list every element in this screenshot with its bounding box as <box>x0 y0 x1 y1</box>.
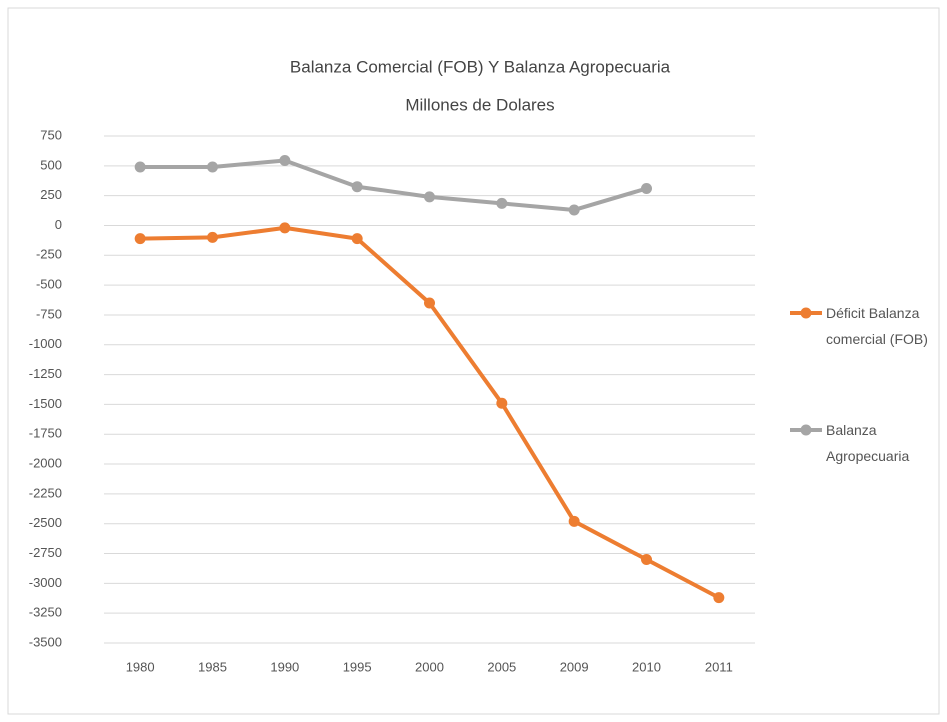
legend-marker <box>800 424 812 436</box>
x-tick-label: 2009 <box>560 659 589 674</box>
data-point <box>351 233 363 245</box>
x-tick-label: 2010 <box>632 659 661 674</box>
data-point <box>134 161 146 173</box>
y-tick-label: 250 <box>40 187 62 202</box>
y-tick-label: 750 <box>40 127 62 142</box>
x-tick-label: 2000 <box>415 659 444 674</box>
x-tick-label: 1990 <box>270 659 299 674</box>
data-point <box>279 154 291 166</box>
y-tick-label: -250 <box>36 247 62 262</box>
x-tick-label: 2011 <box>705 659 733 674</box>
data-point <box>641 182 652 194</box>
y-tick-label: -2250 <box>29 485 62 500</box>
series-line <box>140 225 720 600</box>
x-tick-label: 1995 <box>343 659 372 674</box>
x-tick-label: 1985 <box>198 659 227 674</box>
data-point <box>207 161 218 173</box>
y-tick-label: -3250 <box>29 605 62 620</box>
y-tick-label: -2500 <box>29 515 62 530</box>
y-tick-label: 0 <box>55 217 62 232</box>
data-point <box>207 231 218 243</box>
data-point <box>134 233 146 245</box>
data-point <box>496 397 508 409</box>
data-point <box>279 222 291 234</box>
data-point <box>496 197 508 209</box>
chart-title: Balanza Comercial (FOB) Y Balanza Agrope… <box>290 57 671 76</box>
data-point <box>568 204 580 216</box>
y-tick-label: -1250 <box>29 366 62 381</box>
legend-label: Balanza Agropecuaria <box>826 422 910 464</box>
series-line <box>140 158 648 212</box>
y-tick-label: -500 <box>36 277 62 292</box>
y-tick-label: 500 <box>40 157 62 172</box>
legend-marker <box>800 307 812 319</box>
x-tick-label: 2005 <box>487 659 516 674</box>
data-point <box>641 553 652 565</box>
y-tick-label: -1500 <box>29 396 62 411</box>
chart-border <box>7 7 940 715</box>
data-point <box>351 181 363 193</box>
y-tick-label: -750 <box>36 306 62 321</box>
y-tick-label: -3500 <box>29 634 62 649</box>
data-point <box>424 191 435 203</box>
legend-label: Déficit Balanza comercial (FOB) <box>826 305 928 347</box>
y-tick-label: -1000 <box>29 336 62 351</box>
x-tick-label: 1980 <box>126 659 155 674</box>
chart-subtitle: Millones de Dolares <box>405 95 554 114</box>
data-point <box>713 592 725 604</box>
y-tick-label: -3000 <box>29 575 62 590</box>
y-tick-label: -2750 <box>29 545 62 560</box>
y-tick-label: -1750 <box>29 426 62 441</box>
data-point <box>424 297 435 309</box>
data-point <box>568 515 580 527</box>
y-tick-label: -2000 <box>29 455 62 470</box>
